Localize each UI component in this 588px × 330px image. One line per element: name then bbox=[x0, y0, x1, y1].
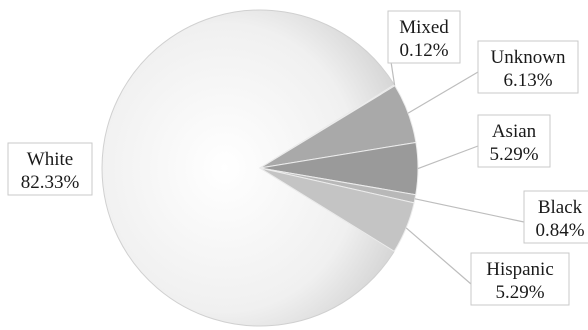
slice-value-unknown: 6.13% bbox=[503, 70, 552, 91]
slice-name-black: Black bbox=[538, 197, 583, 218]
slice-value-asian: 5.29% bbox=[489, 144, 538, 165]
leader-line-hispanic bbox=[405, 227, 472, 285]
pie-slices bbox=[101, 9, 419, 327]
label-box-black bbox=[523, 190, 588, 244]
label-box-asian bbox=[477, 114, 551, 168]
slice-white bbox=[101, 9, 395, 327]
leader-line-unknown bbox=[407, 71, 479, 114]
label-box-hispanic bbox=[470, 252, 570, 306]
slice-name-asian: Asian bbox=[492, 121, 537, 142]
slice-hispanic bbox=[259, 167, 415, 252]
slice-name-white: White bbox=[27, 149, 73, 170]
slice-name-hispanic: Hispanic bbox=[486, 259, 554, 280]
slice-value-hispanic: 5.29% bbox=[495, 282, 544, 303]
label-box-unknown bbox=[477, 40, 579, 94]
leader-line-asian bbox=[417, 145, 479, 170]
label-box-white bbox=[7, 142, 93, 196]
slice-value-white: 82.33% bbox=[21, 172, 80, 193]
slice-value-black: 0.84% bbox=[535, 220, 584, 241]
slice-name-unknown: Unknown bbox=[491, 47, 566, 68]
slice-name-mixed: Mixed bbox=[399, 17, 449, 38]
slice-value-mixed: 0.12% bbox=[399, 40, 448, 61]
label-box-mixed bbox=[387, 10, 461, 64]
leader-line-black bbox=[414, 198, 525, 223]
